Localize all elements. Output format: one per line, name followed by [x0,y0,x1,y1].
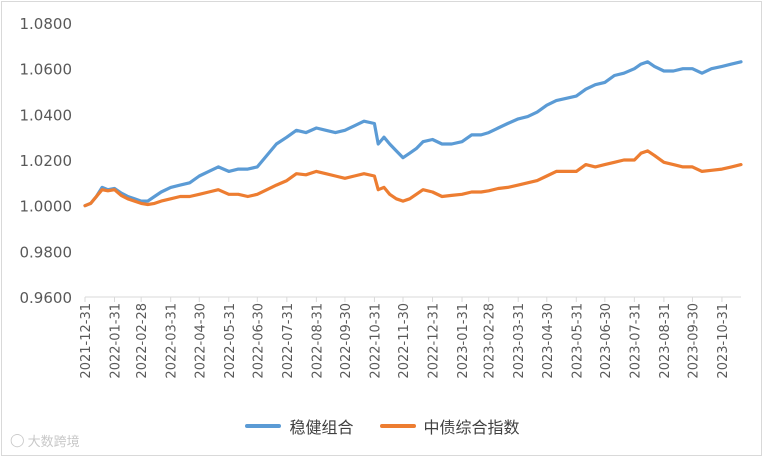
x-tick-label: 2022-05-31 [223,303,238,379]
x-tick-label: 2022-01-31 [109,303,124,379]
x-tick-label: 2022-03-31 [165,303,180,379]
legend-item-series-1: 稳健组合 [245,414,354,438]
x-tick-label: 2023-03-31 [512,303,527,379]
x-tick-label: 2022-06-30 [251,303,266,379]
x-tick-label: 2022-09-30 [339,303,354,379]
x-tick-label: 2023-09-30 [686,303,701,379]
x-tick-label: 2022-12-31 [427,303,442,379]
series-line-2 [83,149,743,208]
x-tick-label: 2023-05-31 [570,303,585,379]
x-tick-label: 2023-01-31 [456,303,471,379]
y-tick-label: 1.0200 [20,152,73,170]
x-tick-label: 2023-10-31 [716,303,731,379]
x-tick-label: 2023-07-31 [628,303,643,379]
legend: 稳健组合 中债综合指数 [0,414,765,438]
x-tick-label: 2022-02-28 [135,303,150,379]
legend-swatch-series-2 [379,424,416,428]
watermark: ◯ 大数跨境 [10,431,80,450]
x-tick-label: 2023-06-30 [599,303,614,379]
y-tick-label: 0.9600 [20,289,73,307]
x-tick-label: 2023-08-31 [658,303,673,379]
legend-item-series-2: 中债综合指数 [379,414,520,438]
x-tick-label: 2022-07-31 [281,303,296,379]
x-tick-label: 2022-10-31 [368,303,383,379]
x-tick-label: 2022-08-31 [310,303,325,379]
y-tick-label: 1.0400 [20,106,73,124]
x-tick-label: 2023-02-28 [483,303,498,379]
legend-swatch-series-1 [245,424,282,428]
watermark-text: 大数跨境 [27,435,80,450]
x-tick-label: 2023-04-30 [541,303,556,379]
series-line-1 [83,60,743,208]
x-tick-label: 2022-04-30 [193,303,208,379]
x-tick-label: 2021-12-31 [79,303,94,379]
logo-icon: ◯ [10,433,25,448]
y-tick-label: 1.0600 [20,61,73,79]
y-tick-label: 0.9800 [20,243,73,261]
legend-label-series-1: 稳健组合 [289,418,354,437]
y-tick-label: 1.0000 [20,198,73,216]
x-tick-label: 2022-11-30 [397,303,412,379]
y-tick-label: 1.0800 [20,15,73,33]
legend-label-series-2: 中债综合指数 [423,418,520,437]
